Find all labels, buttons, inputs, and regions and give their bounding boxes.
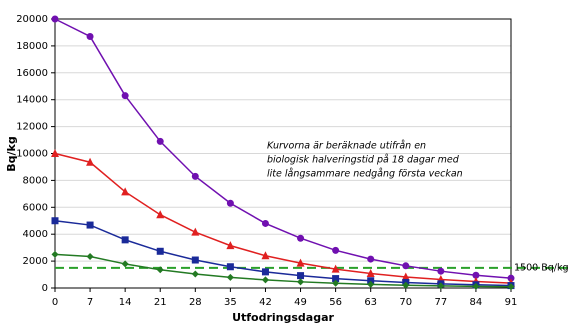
marker (507, 274, 515, 282)
x-tick-label: 63 (364, 297, 377, 308)
x-tick-label: 84 (470, 297, 483, 308)
marker (261, 251, 270, 260)
x-tick-label: 77 (434, 297, 447, 308)
y-tick-label: 0 (42, 283, 48, 294)
marker (261, 268, 269, 276)
marker (226, 263, 234, 271)
marker (121, 260, 129, 268)
marker (226, 199, 234, 207)
marker (332, 275, 340, 283)
y-tick-label: 6000 (23, 202, 48, 213)
x-tick-label: 70 (399, 297, 412, 308)
x-tick-label: 0 (52, 297, 58, 308)
series-line (54, 152, 512, 284)
marker (156, 137, 164, 145)
marker (51, 149, 59, 157)
annotation: biologisk halveringstid på 18 dagar med (267, 155, 460, 166)
marker (332, 279, 340, 287)
y-tick-label: 2000 (23, 256, 48, 267)
marker (156, 266, 164, 274)
marker (51, 217, 59, 225)
marker (437, 267, 445, 275)
annotation: Kurvorna är beräknade utifrån en (267, 141, 426, 152)
x-tick-label: 35 (224, 297, 237, 308)
marker (156, 247, 164, 255)
marker (86, 32, 94, 40)
y-tick-label: 10000 (16, 149, 48, 160)
marker (402, 262, 410, 270)
marker (156, 210, 165, 219)
x-tick-label: 56 (329, 297, 342, 308)
series-line (54, 220, 512, 287)
x-axis-label: Utfodringsdagar (232, 311, 334, 324)
marker (86, 221, 94, 229)
marker (226, 273, 234, 281)
marker (401, 272, 410, 281)
y-tick-label: 18000 (16, 41, 48, 52)
marker (367, 255, 375, 263)
marker (191, 227, 200, 236)
marker (261, 276, 269, 284)
marker (297, 272, 305, 280)
marker (121, 236, 129, 244)
marker (51, 250, 59, 258)
marker (402, 281, 410, 289)
marker (437, 282, 445, 290)
marker (191, 172, 199, 180)
y-tick-label: 16000 (16, 68, 48, 79)
marker (507, 283, 515, 291)
marker (191, 270, 199, 278)
y-tick-label: 12000 (16, 122, 48, 133)
series-line (54, 253, 512, 288)
x-tick-label: 7 (87, 297, 93, 308)
marker (296, 258, 305, 267)
marker (472, 271, 480, 279)
annotation: lite långsammare nedgång första veckan (267, 169, 463, 180)
marker (297, 278, 305, 286)
x-tick-label: 91 (505, 297, 518, 308)
y-tick-label: 4000 (23, 229, 48, 240)
marker (366, 268, 375, 277)
marker (332, 246, 340, 254)
marker (86, 157, 95, 166)
reference-label: 1500 Bq/kg (514, 262, 568, 273)
marker (191, 256, 199, 264)
marker (331, 264, 340, 273)
y-tick-label: 20000 (16, 14, 48, 25)
marker (297, 234, 305, 242)
series-line (54, 18, 512, 279)
y-tick-label: 14000 (16, 95, 48, 106)
marker (226, 241, 235, 250)
marker (86, 253, 94, 261)
marker (121, 92, 129, 100)
marker (261, 219, 269, 227)
x-tick-label: 49 (294, 297, 307, 308)
y-axis-label: Bq/kg (5, 136, 18, 171)
marker (121, 187, 130, 196)
x-tick-label: 42 (259, 297, 272, 308)
x-tick-label: 21 (154, 297, 167, 308)
marker (367, 277, 375, 285)
x-tick-label: 28 (189, 297, 202, 308)
marker (367, 280, 375, 288)
marker (51, 15, 59, 23)
x-tick-label: 14 (119, 297, 132, 308)
marker (472, 282, 480, 290)
y-tick-label: 8000 (23, 175, 48, 186)
